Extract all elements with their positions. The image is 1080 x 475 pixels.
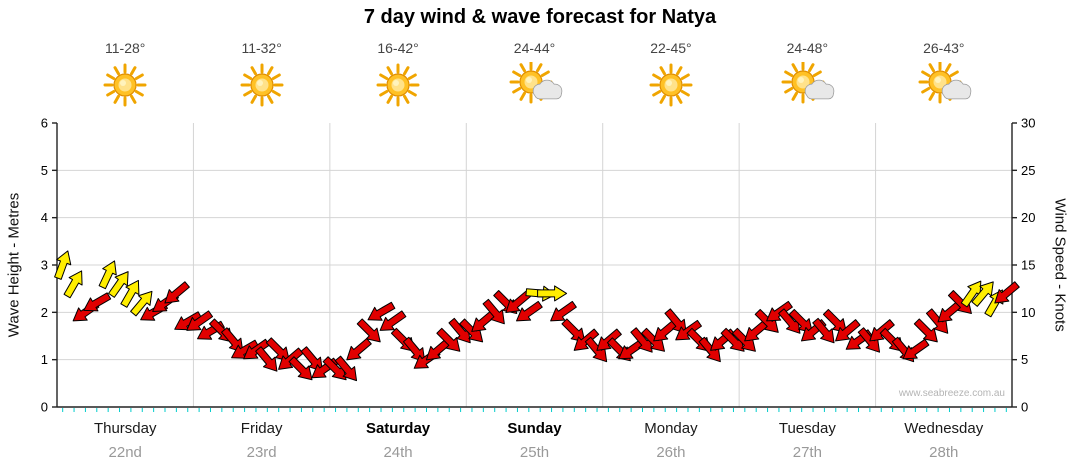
wind-arrow <box>505 290 531 314</box>
wind-arrow <box>346 338 372 361</box>
wind-arrow <box>812 317 835 344</box>
day-temp-range: 22-45° <box>650 40 692 56</box>
right-tick-label: 0 <box>1021 400 1028 415</box>
sun-cloud-icon <box>918 62 972 104</box>
wind-arrow <box>573 328 600 351</box>
wind-arrow <box>596 328 622 351</box>
wind-arrow <box>766 300 793 322</box>
day-temp-range: 11-32° <box>241 40 282 56</box>
wind-arrow <box>98 260 117 290</box>
day-date-label: 25th <box>519 444 550 461</box>
wind-arrow <box>835 319 861 342</box>
left-tick-label: 5 <box>41 163 48 178</box>
day-date-label: 24th <box>383 444 413 461</box>
wind-arrow <box>83 292 112 312</box>
wind-arrow <box>482 298 505 325</box>
wind-arrow <box>436 327 461 352</box>
wind-arrow <box>550 300 577 322</box>
wind-arrow <box>516 300 543 322</box>
wind-arrow <box>630 327 653 353</box>
right-tick-label: 30 <box>1021 116 1035 131</box>
wind-arrow <box>120 279 140 308</box>
day-name-label: Wednesday <box>904 420 984 437</box>
wind-arrow <box>356 318 381 343</box>
day-date-label: 27th <box>792 444 822 461</box>
wind-arrow <box>902 338 930 360</box>
day-temp-range: 16-42° <box>377 40 419 56</box>
day-date-label: 26th <box>656 444 686 461</box>
wind-arrow <box>243 338 270 360</box>
sun-cloud-icon <box>781 62 835 104</box>
wind-arrow <box>960 280 982 308</box>
right-tick-label: 5 <box>1021 352 1028 367</box>
wind-arrow <box>994 281 1020 304</box>
wind-arrow <box>63 270 83 299</box>
day-name-label: Monday <box>644 420 698 437</box>
wind-arrow <box>367 301 396 321</box>
wind-arrow <box>130 290 153 317</box>
wind-arrow <box>778 308 801 334</box>
page-title: 7 day wind & wave forecast for Natya <box>363 6 717 28</box>
wind-arrow <box>255 346 278 372</box>
wind-arrow <box>322 356 347 381</box>
day-name-label: Tuesday <box>778 420 836 437</box>
day-temp-range: 24-48° <box>786 40 829 56</box>
wind-arrow <box>869 319 895 342</box>
right-tick-label: 15 <box>1021 258 1035 273</box>
wind-arrow <box>913 318 938 343</box>
wind-arrow <box>108 271 129 298</box>
wind-arrow <box>174 311 203 331</box>
wind-arrow <box>537 285 568 302</box>
wind-arrow <box>278 347 304 370</box>
wind-arrow <box>379 310 407 331</box>
watermark: www.seabreeze.com.au <box>898 388 1005 399</box>
right-tick-label: 25 <box>1021 163 1035 178</box>
day-temp-range: 11-28° <box>105 40 146 56</box>
wind-arrow <box>675 319 702 341</box>
left-tick-label: 2 <box>41 305 48 320</box>
left-tick-label: 0 <box>41 400 48 415</box>
day-name-label: Thursday <box>93 420 157 437</box>
wind-arrow <box>334 355 358 382</box>
day-date-label: 23rd <box>246 444 277 461</box>
right-axis-title: Wind Speed - Knots <box>1051 198 1069 332</box>
day-date-label: 22nd <box>108 444 142 461</box>
left-tick-label: 1 <box>41 352 48 367</box>
day-date-label: 28th <box>929 444 959 461</box>
wind-arrow <box>288 356 313 381</box>
wind-arrow <box>231 339 259 359</box>
sun-icon <box>240 63 284 107</box>
sun-icon <box>103 63 147 107</box>
right-tick-label: 20 <box>1021 210 1035 225</box>
day-name-label: Sunday <box>507 420 562 437</box>
day-name-label: Saturday <box>365 420 431 437</box>
wind-arrow <box>186 310 214 331</box>
left-tick-label: 4 <box>41 210 48 225</box>
wind-arrow <box>448 317 471 344</box>
left-tick-label: 6 <box>41 116 48 131</box>
right-tick-label: 10 <box>1021 305 1035 320</box>
wind-arrow <box>164 281 190 304</box>
wind-arrow <box>54 250 72 280</box>
left-axis-title: Wave Height - Metres <box>5 192 23 338</box>
day-name-label: Friday <box>240 420 283 437</box>
day-temp-range: 26-43° <box>923 40 965 56</box>
left-tick-label: 3 <box>41 258 48 273</box>
wind-arrow <box>971 281 994 307</box>
sun-icon <box>376 63 420 107</box>
sun-cloud-icon <box>509 62 562 104</box>
day-temp-range: 24-44° <box>513 40 556 56</box>
sun-icon <box>649 63 693 107</box>
